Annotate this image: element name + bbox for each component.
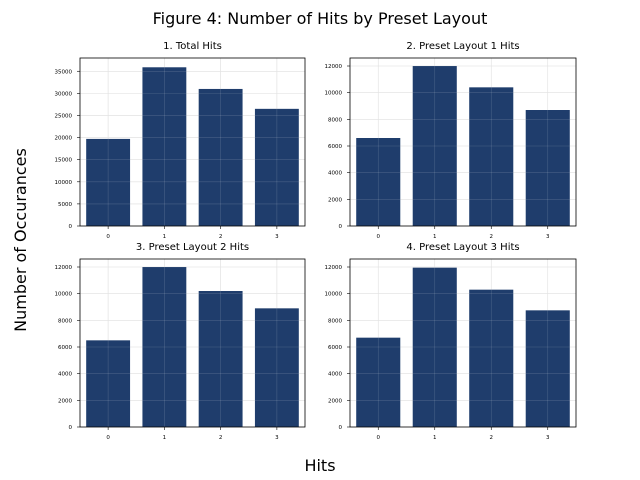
y-tick-label: 6000 (328, 144, 342, 150)
y-tick-label: 6000 (328, 345, 342, 351)
y-tick-label: 10000 (55, 292, 73, 298)
y-tick-label: 5000 (58, 202, 72, 208)
x-tick-label: 3 (275, 234, 279, 240)
x-tick-label: 0 (377, 234, 381, 240)
bar (412, 66, 457, 226)
y-tick-label: 0 (69, 224, 73, 230)
y-tick-label: 15000 (55, 158, 73, 164)
x-tick-label: 2 (219, 234, 223, 240)
subplot-title: 2. Preset Layout 1 Hits (406, 41, 519, 52)
x-tick-label: 2 (490, 234, 494, 240)
y-tick-label: 12000 (325, 64, 343, 70)
bar (198, 291, 243, 427)
y-tick-label: 25000 (55, 113, 73, 119)
x-tick-label: 1 (433, 234, 437, 240)
x-tick-label: 2 (219, 435, 223, 441)
x-tick-label: 0 (377, 435, 381, 441)
x-tick-label: 1 (433, 435, 437, 441)
y-tick-label: 20000 (55, 136, 73, 142)
bar (254, 108, 299, 226)
y-tick-label: 10000 (55, 180, 73, 186)
axes-frame (79, 258, 306, 428)
bar (356, 138, 401, 226)
figure-title: Figure 4: Number of Hits by Preset Layou… (153, 9, 488, 28)
bar (142, 67, 187, 226)
y-tick-label: 2000 (328, 398, 342, 404)
subplot-title: 4. Preset Layout 3 Hits (406, 242, 519, 253)
x-tick-label: 3 (546, 234, 550, 240)
y-tick-label: 30000 (55, 91, 73, 97)
axes-frame (349, 57, 577, 227)
x-tick-label: 2 (490, 435, 494, 441)
axes-frame (79, 57, 306, 227)
y-tick-label: 12000 (55, 265, 73, 271)
bar (469, 87, 514, 226)
bar (525, 110, 570, 226)
bar (525, 310, 570, 427)
x-tick-label: 0 (106, 234, 110, 240)
figure-ylabel: Number of Occurances (11, 148, 30, 332)
y-tick-label: 4000 (58, 372, 72, 378)
bar (356, 337, 401, 427)
y-tick-label: 2000 (58, 398, 72, 404)
bar (412, 267, 457, 427)
y-tick-label: 0 (339, 425, 343, 431)
y-tick-label: 0 (339, 224, 343, 230)
y-tick-label: 10000 (325, 292, 343, 298)
bar (254, 308, 299, 427)
y-tick-label: 0 (69, 425, 73, 431)
y-tick-label: 8000 (58, 318, 72, 324)
x-tick-label: 3 (546, 435, 550, 441)
x-tick-label: 0 (106, 435, 110, 441)
subplot-title: 1. Total Hits (163, 41, 222, 52)
y-tick-label: 4000 (328, 372, 342, 378)
subplot-title: 3. Preset Layout 2 Hits (136, 242, 249, 253)
bar (86, 138, 131, 226)
y-tick-label: 10000 (325, 91, 343, 97)
figure-xlabel: Hits (304, 456, 335, 475)
subplot-1: 0 5000 10000 15000 20000 25000 30000 35000 0 1 2 3 1… (55, 41, 306, 240)
x-tick-label: 1 (163, 435, 167, 441)
y-tick-label: 6000 (58, 345, 72, 351)
bar (198, 88, 243, 227)
y-tick-label: 2000 (328, 197, 342, 203)
bar (86, 340, 131, 427)
y-tick-label: 4000 (328, 171, 342, 177)
bar (142, 267, 187, 427)
y-tick-label: 8000 (328, 117, 342, 123)
subplot-3: 0 2000 4000 6000 8000 10000 12000 0 1 2 3 3. Preset… (55, 242, 306, 441)
bar (469, 289, 514, 427)
subplot-2: 0 2000 4000 6000 8000 10000 12000 0 1 2 3 2. Preset… (325, 41, 577, 240)
y-tick-label: 12000 (325, 265, 343, 271)
x-tick-label: 3 (275, 435, 279, 441)
y-tick-label: 35000 (55, 69, 73, 75)
x-tick-label: 1 (163, 234, 167, 240)
axes-frame (349, 258, 577, 428)
y-tick-label: 8000 (328, 318, 342, 324)
subplot-4: 0 2000 4000 6000 8000 10000 12000 0 1 2 3 4. Preset… (325, 242, 577, 441)
